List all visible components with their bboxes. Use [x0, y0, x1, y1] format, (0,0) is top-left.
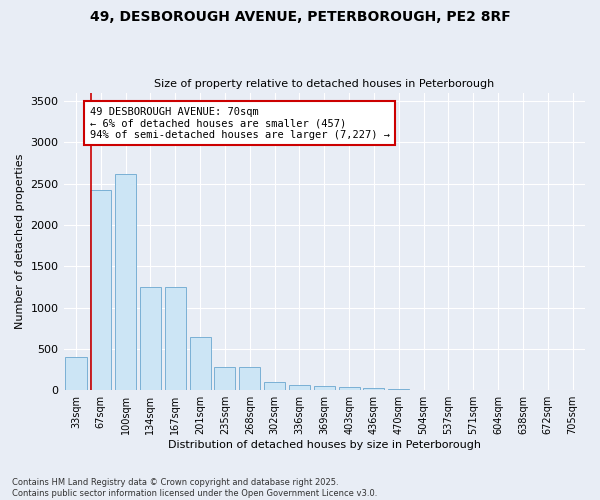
Bar	[65, 357, 86, 390]
Bar	[115, 174, 136, 390]
Bar	[314, 386, 335, 390]
Bar	[264, 382, 285, 390]
Bar	[338, 387, 359, 390]
Bar	[140, 287, 161, 390]
Text: Contains HM Land Registry data © Crown copyright and database right 2025.
Contai: Contains HM Land Registry data © Crown c…	[12, 478, 377, 498]
Bar	[165, 287, 186, 390]
Bar	[388, 388, 409, 390]
Y-axis label: Number of detached properties: Number of detached properties	[15, 154, 25, 329]
Text: 49 DESBOROUGH AVENUE: 70sqm
← 6% of detached houses are smaller (457)
94% of sem: 49 DESBOROUGH AVENUE: 70sqm ← 6% of deta…	[89, 106, 389, 140]
Text: 49, DESBOROUGH AVENUE, PETERBOROUGH, PE2 8RF: 49, DESBOROUGH AVENUE, PETERBOROUGH, PE2…	[89, 10, 511, 24]
Bar	[289, 385, 310, 390]
Bar	[214, 367, 235, 390]
Bar	[90, 190, 112, 390]
X-axis label: Distribution of detached houses by size in Peterborough: Distribution of detached houses by size …	[168, 440, 481, 450]
Bar	[239, 367, 260, 390]
Bar	[190, 338, 211, 390]
Title: Size of property relative to detached houses in Peterborough: Size of property relative to detached ho…	[154, 79, 494, 89]
Bar	[364, 388, 385, 390]
